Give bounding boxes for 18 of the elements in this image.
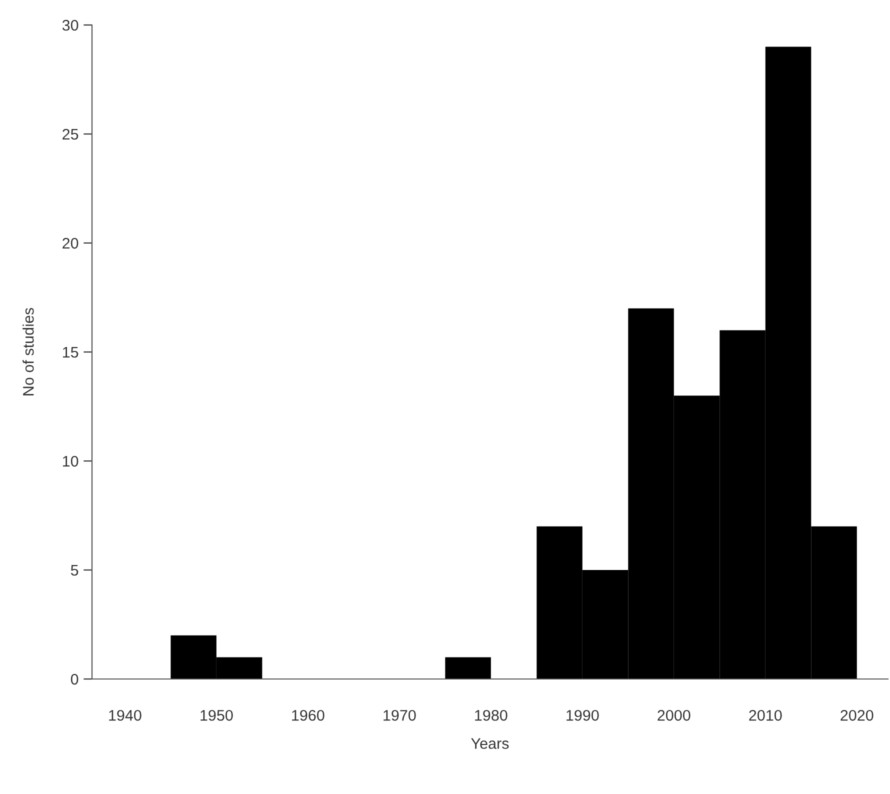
x-tick-label: 2020 bbox=[840, 710, 874, 721]
x-tick-label: 1970 bbox=[384, 710, 416, 721]
y-tick-label: 10 bbox=[62, 456, 78, 467]
x-tick-label: 2000 bbox=[658, 710, 690, 721]
y-tick-label: 20 bbox=[62, 238, 78, 249]
y-tick-label: 0 bbox=[70, 674, 78, 685]
y-axis-title: No of studies bbox=[22, 308, 34, 396]
y-tick-label: 30 bbox=[62, 20, 78, 31]
x-tick-label: 1990 bbox=[566, 710, 599, 721]
x-tick-label: 1960 bbox=[292, 710, 324, 721]
y-tick-label: 5 bbox=[70, 565, 78, 576]
y-tick-label: 15 bbox=[62, 347, 78, 358]
x-tick-label: 1940 bbox=[109, 710, 142, 721]
x-tick-label: 1980 bbox=[475, 710, 508, 721]
x-tick-label: 2010 bbox=[749, 710, 782, 721]
x-axis-title: Years bbox=[471, 738, 509, 749]
x-tick-label: 1950 bbox=[200, 710, 233, 721]
y-tick-label: 25 bbox=[62, 128, 78, 140]
